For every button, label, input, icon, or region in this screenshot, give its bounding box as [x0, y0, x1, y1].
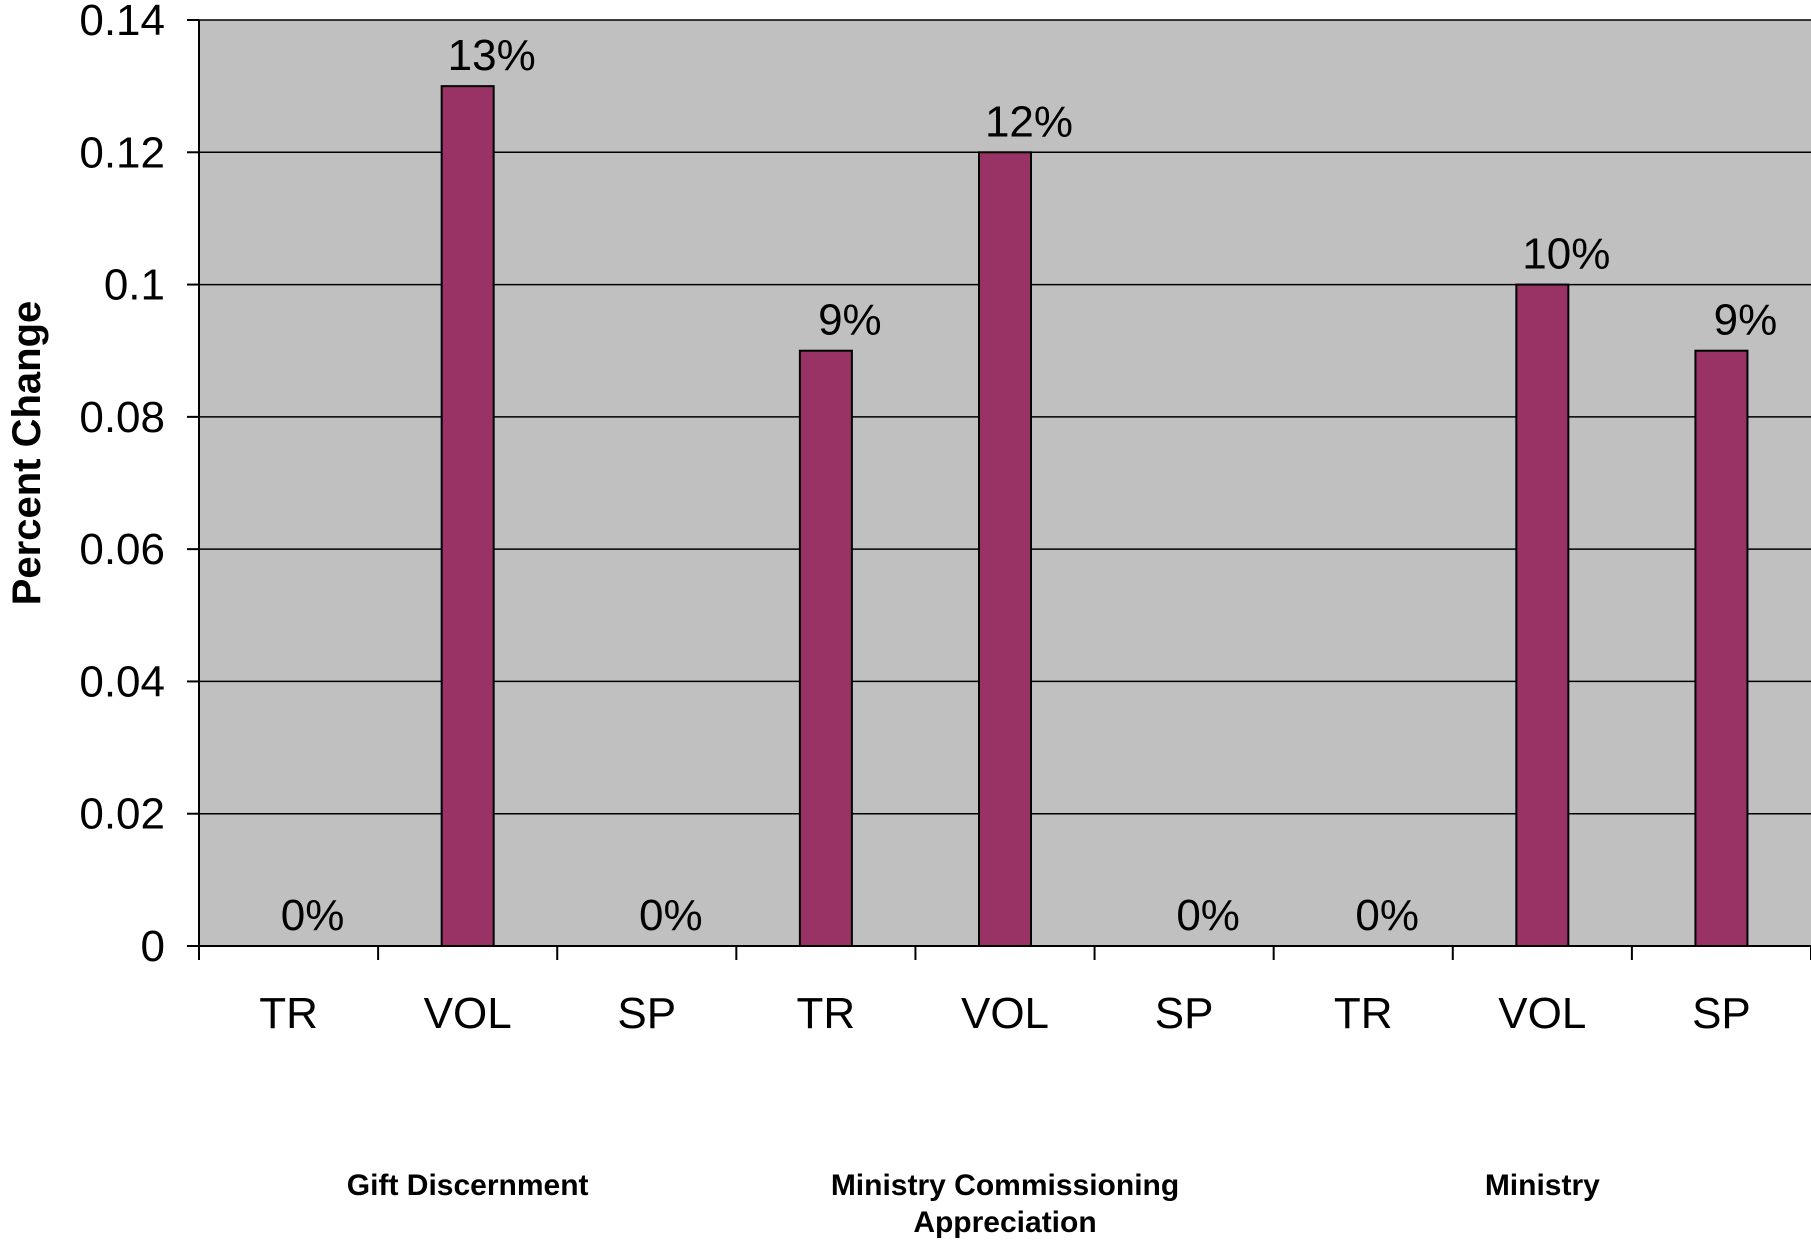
data-label: 0%: [281, 891, 345, 940]
data-label: 10%: [1522, 230, 1610, 279]
group-label: Ministry: [1485, 1169, 1600, 1202]
group-label: Appreciation: [913, 1206, 1096, 1239]
x-category-label: TR: [259, 989, 318, 1038]
x-category-label: VOL: [1498, 989, 1586, 1038]
y-tick-label: 0.12: [79, 128, 165, 177]
x-category-label: SP: [1692, 989, 1751, 1038]
y-tick-label: 0.14: [79, 0, 165, 45]
x-category-label: TR: [797, 989, 856, 1038]
data-label: 12%: [985, 97, 1073, 146]
y-tick-label: 0: [141, 922, 165, 971]
x-category-label: TR: [1334, 989, 1393, 1038]
bar: [1694, 349, 1749, 947]
y-tick-label: 0.06: [79, 525, 165, 574]
data-label: 13%: [448, 31, 536, 80]
y-tick-label: 0.04: [79, 657, 165, 706]
y-tick-label: 0.08: [79, 393, 165, 442]
data-label: 0%: [639, 891, 703, 940]
data-label: 0%: [1176, 891, 1240, 940]
bar: [440, 85, 495, 947]
data-label: 9%: [818, 296, 882, 345]
labels: 0 0.02 0.04 0.06 0.08 0.1 0.12 0.14 0% TR 13% VOL 0%…: [79, 0, 1777, 1239]
group-label: Ministry Commissioning: [831, 1169, 1179, 1202]
group-label: Gift Discernment: [347, 1169, 589, 1202]
x-category-label: SP: [1155, 989, 1214, 1038]
data-label: 0%: [1355, 891, 1419, 940]
bar: [978, 151, 1032, 948]
axes: [187, 19, 1811, 960]
y-axis-title: Percent Change: [5, 301, 49, 606]
x-category-label: VOL: [424, 989, 512, 1038]
y-tick-label: 0.02: [79, 790, 165, 839]
data-label: 9%: [1714, 296, 1778, 345]
x-category-label: SP: [617, 989, 676, 1038]
y-tick-label: 0.1: [104, 261, 165, 310]
x-category-label: VOL: [961, 989, 1049, 1038]
bar: [1515, 283, 1570, 948]
bar: [798, 349, 853, 947]
